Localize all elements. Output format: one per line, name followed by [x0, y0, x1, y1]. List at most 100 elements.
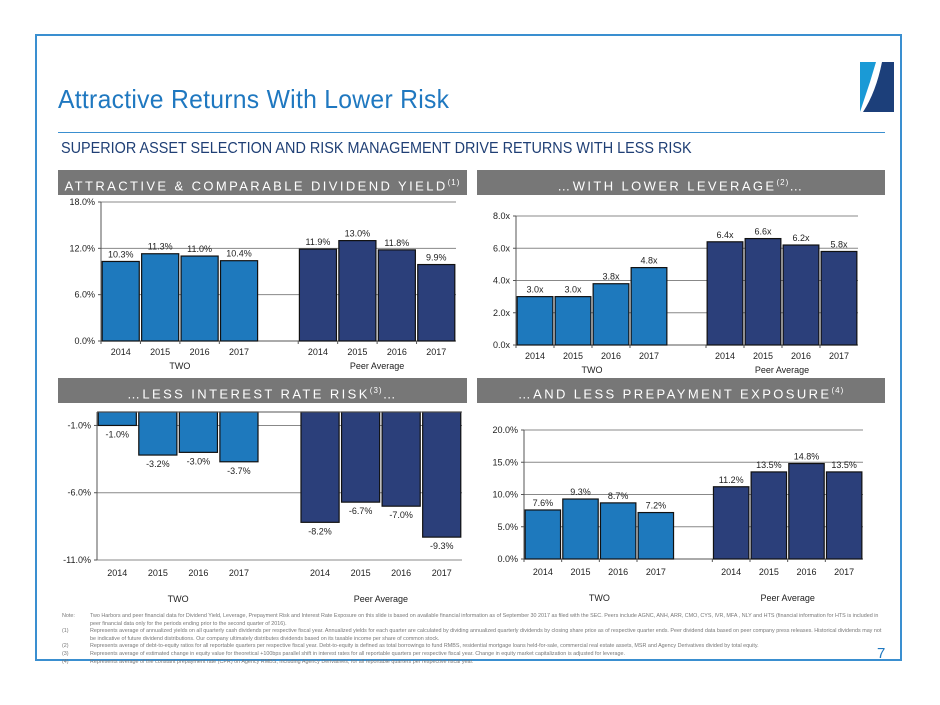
page-number: 7: [877, 645, 886, 662]
x-tick-label: 2016: [190, 347, 210, 357]
bar-two-2014: [516, 296, 554, 346]
bar-two-2017: [219, 260, 259, 342]
x-tick-label: 2016: [601, 351, 621, 361]
group-label: TWO: [169, 361, 190, 371]
data-label: 7.2%: [646, 501, 667, 511]
panel-heading-suffix: …: [382, 386, 398, 402]
data-label: 10.4%: [226, 249, 252, 259]
page-subtitle: SUPERIOR ASSET SELECTION AND RISK MANAGE…: [61, 140, 692, 157]
page-title: Attractive Returns With Lower Risk: [58, 84, 450, 114]
data-label: 3.0x: [526, 285, 544, 295]
data-label: 5.8x: [830, 239, 848, 249]
y-tick-label: -11.0%: [63, 555, 91, 565]
bar-peer-average-2017: [825, 471, 863, 560]
bar-peer-average-2014: [298, 248, 338, 342]
y-tick-label: 4.0x: [493, 276, 511, 286]
x-tick-label: 2016: [796, 567, 816, 577]
interest-rate-risk-bar-chart: -11.0% -6.0% -1.0% -1.0% 2014 -3.2% 2015 -3.0% 2…: [63, 411, 462, 604]
panel-heading-text: …LESS INTEREST RATE RISK: [127, 386, 370, 402]
data-label: 6.2x: [792, 233, 810, 243]
x-tick-label: 2014: [308, 347, 328, 357]
x-tick-label: 2014: [107, 568, 127, 578]
y-tick-label: 8.0x: [493, 211, 511, 221]
footnote-text: Represents average of estimated change i…: [90, 650, 626, 657]
y-tick-label: 0.0%: [74, 336, 95, 346]
data-label: -3.7%: [227, 466, 251, 476]
footnote-1: (1) Represents average of annualized yiel…: [62, 628, 882, 643]
group-label: Peer Average: [354, 594, 408, 604]
y-tick-label: 2.0x: [493, 308, 511, 318]
x-tick-label: 2016: [791, 351, 811, 361]
footnote-ref: (3): [369, 386, 383, 395]
group-label: Peer Average: [350, 361, 404, 371]
bar-two-2017: [630, 266, 668, 346]
x-tick-label: 2014: [111, 347, 131, 357]
bar-peer-average-2014: [300, 411, 340, 523]
bar-two-2014: [524, 509, 562, 560]
data-label: 9.3%: [570, 487, 591, 497]
x-tick-label: 2017: [646, 567, 666, 577]
panel-heading-text: ATTRACTIVE & COMPARABLE DIVIDEND YIELD: [64, 178, 448, 194]
bar-peer-average-2015: [338, 240, 377, 342]
y-tick-label: 20.0%: [492, 425, 518, 435]
bar-peer-average-2016: [381, 411, 421, 507]
bar-peer-average-2015: [744, 237, 782, 346]
x-tick-label: 2015: [150, 347, 170, 357]
bar-peer-average-2016: [377, 249, 416, 342]
x-tick-label: 2016: [608, 567, 628, 577]
panel-header-leverage: …WITH LOWER LEVERAGE(2)…: [477, 170, 885, 195]
footnote-text: Represents average of debt-to-equity rat…: [90, 643, 759, 650]
footnotes: Note: Two Harbors and peer financial data…: [62, 613, 882, 666]
data-label: -3.2%: [146, 459, 170, 469]
bar-two-2016: [178, 411, 219, 453]
x-tick-label: 2017: [834, 567, 854, 577]
x-tick-label: 2016: [387, 347, 407, 357]
footnote-ref: (2): [776, 178, 790, 187]
data-label: 13.0%: [345, 229, 371, 239]
y-tick-label: 5.0%: [497, 522, 518, 532]
x-tick-label: 2017: [829, 351, 849, 361]
y-tick-label: 6.0x: [493, 243, 511, 253]
group-label: Peer Average: [760, 593, 814, 603]
bar-peer-average-2017: [417, 263, 456, 342]
chart-leverage: 0.0x 2.0x 4.0x 6.0x 8.0x 3.0x 2014 3.0x 2015 3.8x…: [480, 200, 880, 375]
footnote-key: Note:: [62, 613, 75, 619]
data-label: 11.8%: [384, 238, 409, 248]
footnote-4: (4) Represents average of the constant pr…: [62, 659, 882, 667]
bar-peer-average-2016: [782, 244, 820, 346]
data-label: 11.0%: [187, 244, 212, 254]
bar-peer-average-2015: [750, 471, 788, 560]
x-tick-label: 2015: [753, 351, 773, 361]
bar-two-2015: [554, 296, 592, 346]
bar-peer-average-2014: [712, 486, 750, 560]
footnote-text: Represents average of the constant prepa…: [90, 658, 474, 665]
x-tick-label: 2014: [721, 567, 741, 577]
x-tick-label: 2015: [351, 568, 371, 578]
chart-interest-rate-risk: -11.0% -6.0% -1.0% -1.0% 2014 -3.2% 2015 -3.0% 2…: [40, 410, 470, 610]
footnote-3: (3) Represents average of estimated chang…: [62, 651, 882, 659]
data-label: 3.8x: [602, 272, 620, 282]
y-tick-label: -6.0%: [67, 488, 91, 498]
footnote-2: (2) Represents average of debt-to-equity …: [62, 643, 882, 651]
x-tick-label: 2014: [525, 351, 545, 361]
x-tick-label: 2014: [715, 351, 735, 361]
bar-two-2014: [97, 411, 137, 427]
x-tick-label: 2017: [426, 347, 446, 357]
panel-heading-text: …WITH LOWER LEVERAGE: [557, 178, 777, 194]
panel-header-prepayment: …AND LESS PREPAYMENT EXPOSURE(4): [477, 378, 885, 403]
bar-peer-average-2017: [422, 411, 462, 538]
footnote-text: Two Harbors and peer financial data for …: [90, 613, 879, 627]
bar-two-2017: [219, 411, 259, 463]
x-tick-label: 2015: [563, 351, 583, 361]
bar-two-2015: [138, 411, 178, 456]
footnote-key: (3): [62, 650, 69, 657]
bar-two-2016: [180, 255, 219, 342]
group-label: TWO: [582, 365, 603, 375]
panel-heading-text: …AND LESS PREPAYMENT EXPOSURE: [517, 386, 832, 402]
prepayment-bar-chart: 0.0% 5.0% 10.0% 15.0% 20.0% 7.6% 2014 9.3% 2015 8…: [492, 425, 863, 603]
x-tick-label: 2017: [639, 351, 659, 361]
x-tick-label: 2014: [533, 567, 553, 577]
panel-header-dividend-yield: ATTRACTIVE & COMPARABLE DIVIDEND YIELD(1…: [58, 170, 467, 195]
x-tick-label: 2015: [759, 567, 779, 577]
data-label: 8.7%: [608, 491, 629, 501]
